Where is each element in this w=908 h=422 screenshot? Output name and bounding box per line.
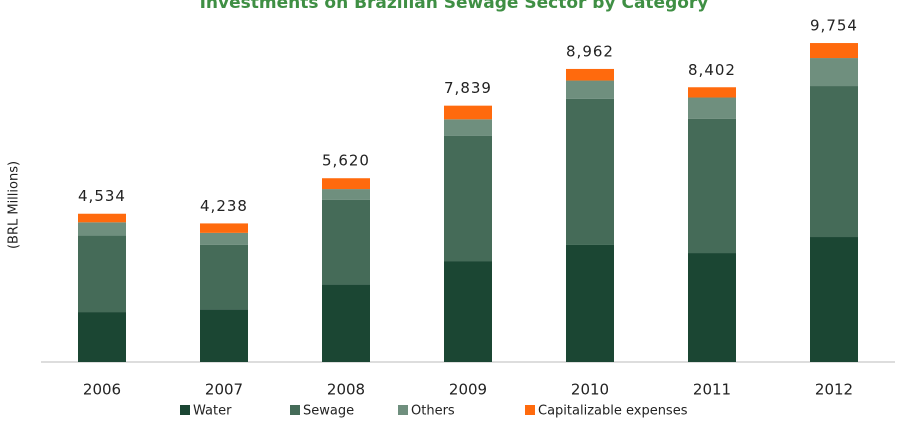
legend-label: Others [411,404,455,419]
bar-segment [688,87,736,98]
bar-segment [810,43,858,59]
bar-segment [566,80,614,99]
total-label: 4,534 [78,187,126,205]
bar-segment [810,58,858,87]
bar-segment [810,237,858,362]
x-tick-label: 2009 [449,381,487,399]
legend-swatch [180,405,190,415]
y-axis-label: (BRL Millions) [7,161,22,249]
bar-segment [810,86,858,238]
bar-segment [200,223,248,233]
chart-title: Investments on Brazilian Sewage Sector b… [200,0,709,13]
bar-segment [322,189,370,200]
x-tick-label: 2011 [693,381,731,399]
total-label: 9,754 [810,17,858,35]
bar-segment [78,222,126,236]
bar-segment [444,135,492,262]
legend-swatch [525,405,535,415]
total-label: 7,839 [444,79,492,97]
bar-segment [78,312,126,362]
total-label: 8,402 [688,61,736,79]
bar-segment [200,232,248,245]
bar-segment [688,97,736,119]
x-tick-label: 2008 [327,381,365,399]
bar-segment [688,253,736,362]
bar-segment [322,284,370,362]
bar-segment [566,68,614,81]
bar-segment [444,105,492,120]
bar-segment [78,213,126,223]
bar-segment [688,118,736,254]
bar-segment [322,199,370,285]
x-tick-label: 2007 [205,381,243,399]
total-label: 4,238 [200,197,248,215]
bar-segment [200,244,248,310]
bar-segment [566,244,614,362]
legend-label: Water [193,404,232,419]
x-tick-label: 2012 [815,381,853,399]
bar-segment [444,261,492,362]
bar-segment [566,98,614,245]
bar-segment [444,119,492,136]
total-label: 5,620 [322,152,370,170]
legend-label: Capitalizable expenses [538,404,688,419]
x-tick-label: 2006 [83,381,121,399]
legend-label: Sewage [303,404,354,419]
legend-swatch [398,405,408,415]
bar-segment [322,178,370,190]
bar-segment [78,235,126,313]
total-label: 8,962 [566,42,614,60]
x-tick-label: 2010 [571,381,609,399]
legend-swatch [290,405,300,415]
bar-segment [200,309,248,362]
